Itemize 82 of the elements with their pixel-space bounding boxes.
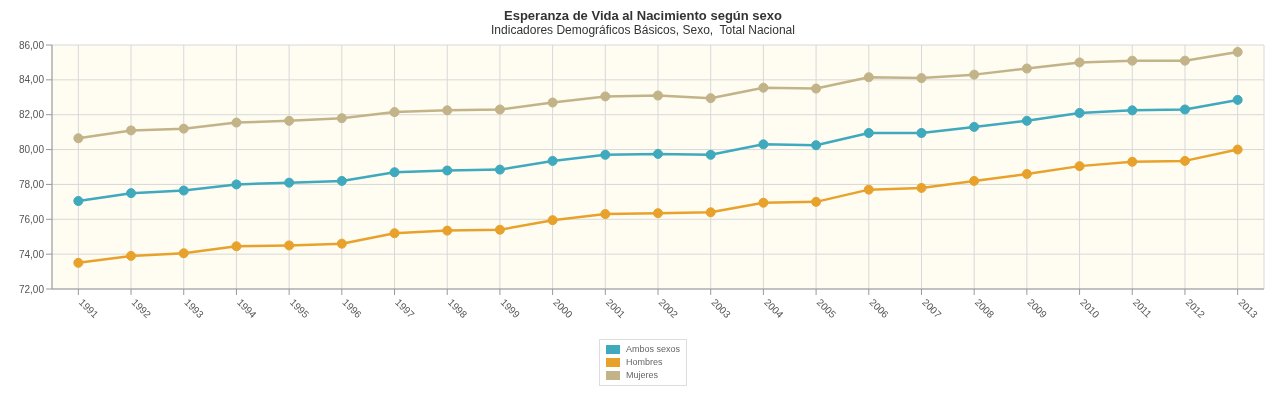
point (653, 148, 663, 159)
point (1127, 55, 1138, 66)
point (126, 188, 137, 199)
point (284, 240, 295, 251)
y-tick-label: 86,00 (18, 39, 45, 51)
point (811, 196, 822, 207)
point (653, 90, 663, 101)
y-tick-label: 76,00 (18, 213, 45, 225)
point (336, 113, 347, 124)
point (705, 207, 716, 218)
point (916, 182, 927, 193)
y-tick-label: 84,00 (18, 74, 45, 86)
point (1127, 156, 1138, 167)
legend-label: Hombres (625, 356, 664, 369)
point (442, 105, 453, 116)
y-tick-label: 80,00 (18, 144, 45, 156)
point (178, 248, 189, 259)
point (969, 121, 980, 132)
point (389, 228, 400, 239)
point (1074, 57, 1085, 68)
point (1021, 168, 1032, 179)
point (73, 133, 84, 144)
point (126, 250, 137, 261)
y-tick-label: 82,00 (18, 109, 45, 121)
point (494, 104, 505, 115)
point (1232, 46, 1243, 57)
y-tick-label: 74,00 (18, 248, 45, 260)
point (916, 73, 927, 84)
point (758, 139, 769, 150)
point (863, 128, 874, 139)
point (1127, 105, 1138, 116)
point (1074, 161, 1085, 172)
point (178, 185, 189, 196)
point (389, 107, 400, 118)
point (1179, 55, 1190, 66)
point (811, 140, 822, 151)
point (1179, 104, 1190, 115)
legend-label: Mujeres (625, 369, 659, 382)
point (126, 125, 137, 136)
point (284, 177, 295, 188)
point (442, 225, 453, 236)
point (811, 83, 822, 94)
point (73, 195, 84, 206)
y-tick-label: 72,00 (18, 283, 45, 295)
point (178, 123, 189, 134)
point (389, 167, 400, 178)
point (863, 184, 874, 195)
chart-subtitle: Indicadores Demográficos Básicos, Sexo, Total Nacional (490, 23, 796, 37)
point (1021, 115, 1032, 126)
point (494, 164, 505, 175)
chart-title: Esperanza de Vida al Nacimiento según sexo (503, 8, 783, 23)
point (916, 128, 927, 139)
point (1179, 155, 1190, 166)
point (231, 179, 242, 190)
point (600, 91, 611, 102)
point (284, 115, 295, 126)
point (863, 72, 874, 83)
point (547, 97, 558, 108)
point (969, 175, 980, 186)
point (705, 93, 716, 104)
point (600, 209, 611, 220)
point (758, 197, 769, 208)
point (231, 117, 242, 128)
point (547, 155, 558, 166)
point (231, 241, 242, 252)
point (705, 149, 716, 160)
point (336, 175, 347, 186)
point (1074, 107, 1085, 118)
point (1021, 63, 1032, 74)
point (600, 149, 611, 160)
point (73, 257, 84, 268)
legend-label: Ambos sexos (625, 343, 681, 356)
point (1232, 94, 1243, 105)
point (494, 224, 505, 235)
point (653, 208, 663, 219)
y-tick-label: 78,00 (18, 178, 45, 190)
point (336, 238, 347, 249)
point (969, 69, 980, 80)
point (758, 82, 769, 93)
point (1232, 144, 1243, 155)
point (442, 165, 453, 176)
point (547, 215, 558, 226)
